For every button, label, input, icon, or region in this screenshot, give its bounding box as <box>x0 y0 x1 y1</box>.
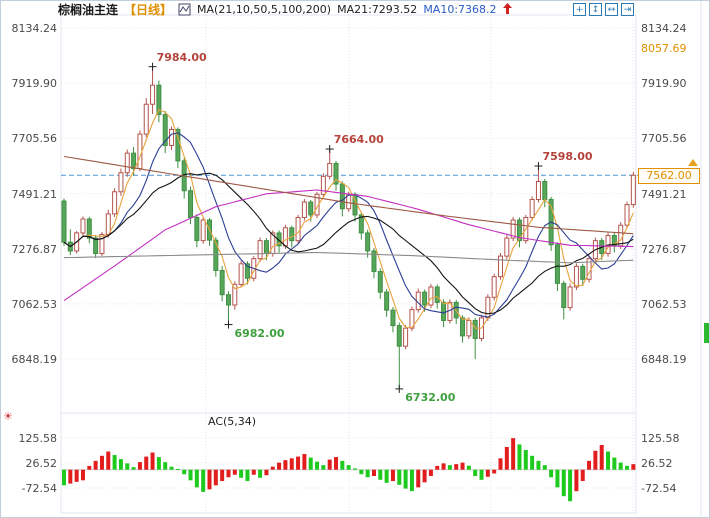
y-axis-label-left: 7276.87 <box>11 242 58 256</box>
ma10-value-label: MA10:7368.2 <box>423 2 497 16</box>
sub-axis-label-left: 26.52 <box>25 457 58 470</box>
ma-line-MA200 <box>63 251 634 264</box>
price-annotation: 6732.00 <box>405 390 456 404</box>
current-price-box: 7562.00 <box>638 168 700 185</box>
chart-header: 棕榈油主连 【日线】 MA(21,10,50,5,100,200) MA21:7… <box>58 2 512 17</box>
gridlines <box>61 15 636 513</box>
y-axis-label-right: 8134.24 <box>641 22 687 35</box>
ac-histogram <box>62 438 636 502</box>
y-axis-label-right: 6848.19 <box>641 353 687 366</box>
collapse-panel-icon[interactable]: ⇥ <box>621 3 634 16</box>
pan-icon[interactable]: + <box>573 3 586 16</box>
trend-up-arrow-icon <box>502 3 512 14</box>
ma-line-MA21 <box>63 172 634 315</box>
y-axis-label-left: 8134.24 <box>11 22 58 35</box>
y-axis-label-right: 7062.53 <box>641 297 687 311</box>
ma21-value-label: MA21:7293.52 <box>337 2 418 16</box>
y-axis-label-right: 7919.90 <box>641 77 687 91</box>
instrument-title: 棕榈油主连 <box>58 2 119 17</box>
alert-price-label: 8057.69 <box>641 41 687 55</box>
chart-toolbar: + ↕ ↔ ⇥ <box>573 3 634 16</box>
y-axis-label-left: 7491.21 <box>11 187 58 201</box>
price-up-triangle-icon <box>688 159 698 167</box>
price-annotation: 7664.00 <box>333 133 384 147</box>
adjacent-panel-bar <box>704 323 709 343</box>
y-axis-label-right: 7705.56 <box>641 132 687 146</box>
y-axis-label-left: 7062.53 <box>11 297 58 311</box>
x-axis-scale-icon[interactable]: ↔ <box>605 3 618 16</box>
y-axis-label-right: 7491.21 <box>641 187 687 201</box>
sub-axis-label-left: -72.54 <box>21 482 57 495</box>
sub-axis-label-right: 125.58 <box>641 432 680 445</box>
ma-line-MA100 <box>63 155 634 235</box>
price-annotation: 7984.00 <box>156 50 207 64</box>
ac-indicator-label: AC(5,34) <box>208 415 257 428</box>
y-axis-label-right: 7276.87 <box>641 242 687 256</box>
y-axis-label-left: 7705.56 <box>11 132 58 146</box>
y-axis-scale-icon[interactable]: ↕ <box>589 3 602 16</box>
y-axis-label-left: 7919.90 <box>11 77 58 91</box>
candlestick-chart-icon[interactable] <box>178 3 191 16</box>
price-annotation: 6982.00 <box>234 326 285 340</box>
sub-axis-label-right: 26.52 <box>641 457 673 470</box>
ma-line-MA5 <box>63 108 634 329</box>
annotation-crosses <box>148 62 543 393</box>
ma-settings-label: MA(21,10,50,5,100,200) <box>197 2 332 16</box>
sub-axis-label-right: -72.54 <box>641 482 677 495</box>
period-tag[interactable]: 【日线】 <box>124 2 173 17</box>
sub-axis-label-left: 125.58 <box>18 432 58 445</box>
ma-line-MA50 <box>63 189 634 302</box>
y-axis-label-left: 6848.19 <box>11 353 58 366</box>
ma-line-MA10 <box>63 132 634 318</box>
price-annotation: 7598.00 <box>542 150 593 164</box>
indicator-settings-icon[interactable]: ☀ <box>3 410 13 423</box>
